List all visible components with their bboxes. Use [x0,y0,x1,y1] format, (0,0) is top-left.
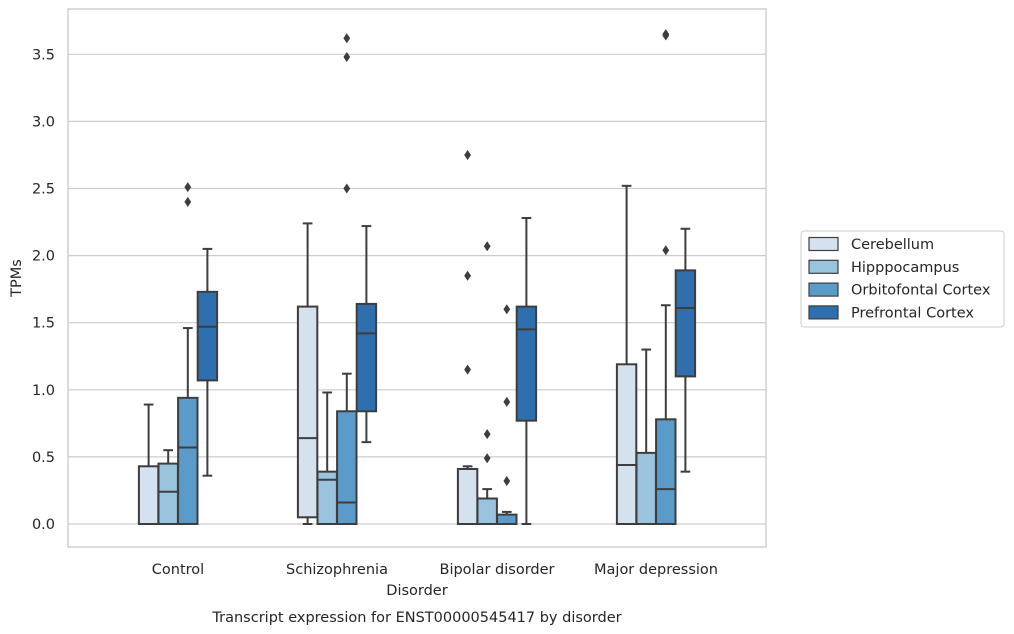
outlier-point [503,304,511,315]
outlier-point [483,241,491,252]
outlier-point [503,396,511,407]
y-tick-label: 3.0 [32,114,55,130]
box-group [177,182,199,525]
y-tick-label: 0.5 [32,450,55,466]
legend-swatch [808,236,839,252]
box-group [674,227,697,473]
legend-swatch [808,259,839,274]
legend-label: Cerebellum [851,237,934,253]
box-body [456,467,479,525]
outlier-point [483,429,491,440]
outlier-point [483,453,491,464]
legend-label: Hipppocampus [851,260,959,276]
box-body [355,302,378,413]
legend: Cerebellum Hipppocampus Orbitofontal Corte… [800,230,1005,328]
outlier-point [343,51,351,62]
outlier-point [662,29,670,40]
box-body [655,418,677,526]
box-group [496,304,518,526]
outlier-point [184,182,192,193]
x-tick-label: Major depression [594,562,718,578]
y-tick-label: 2.0 [32,249,55,265]
box-body [635,451,657,525]
y-tick-label: 1.5 [32,316,55,332]
y-tick-label: 0.0 [32,517,55,533]
x-tick-label: Schizophrenia [286,562,388,578]
box-group [296,222,319,525]
box-body [336,410,358,525]
y-axis-label: TPMs [9,259,25,298]
box-group [355,225,378,444]
y-tick-labels: 0.0 0.5 1.0 1.5 2.0 2.5 3.0 3.5 [32,47,55,533]
legend-frame [800,230,1005,328]
outlier-point [464,364,471,375]
outlier-point [343,33,351,44]
box-body [674,269,697,378]
x-tick-labels: Control Schizophrenia Bipolar disorder Majo… [152,562,718,578]
x-axis-label: Disorder [386,583,447,599]
outlier-point [662,245,670,256]
box-group [157,449,179,525]
legend-label: Prefrontal Cortex [851,305,974,321]
x-tick-label: Control [152,562,204,578]
box-body [196,290,219,382]
box-group [336,33,358,525]
box-body [515,305,538,422]
box-groups [137,29,697,526]
box-group [515,217,538,525]
y-tick-label: 3.5 [32,47,55,63]
box-group [476,241,498,526]
legend-swatch [808,305,839,320]
plot-frame [67,8,767,548]
box-body [157,462,179,525]
outlier-point [464,270,471,281]
legend-label: Orbitofontal Cortex [851,283,991,299]
outlier-point [503,476,511,487]
legend-swatch [808,282,839,297]
y-tick-label: 2.5 [32,182,55,198]
outlier-point [343,183,351,194]
outlier-point [184,196,192,207]
chart-caption: Transcript expression for ENST0000054541… [211,610,621,626]
box-group [137,403,160,526]
y-tick-label: 1.0 [32,383,55,399]
box-body [476,497,498,526]
box-body [137,465,160,526]
box-body [615,363,638,525]
box-group [615,184,638,525]
box-group [635,348,657,525]
box-group [456,149,479,525]
box-body [177,396,199,525]
box-group [655,29,677,526]
outlier-point [464,149,471,160]
box-group [196,247,219,477]
box-body [296,305,319,519]
box-body [496,513,518,526]
x-tick-label: Bipolar disorder [440,562,555,578]
